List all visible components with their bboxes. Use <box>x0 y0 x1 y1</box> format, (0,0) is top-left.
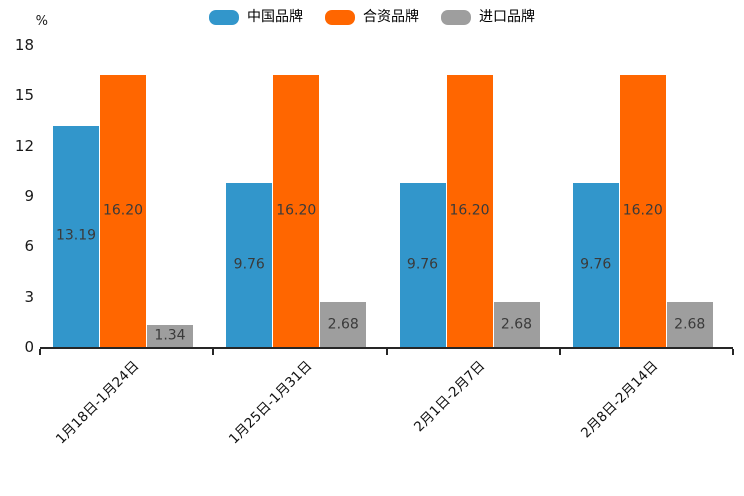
bar-中国品牌-1月25日-1月31日: 9.76 <box>226 183 273 347</box>
bar-value-label: 2.68 <box>674 316 706 333</box>
x-category-label: 1月25日-1月31日 <box>225 358 316 448</box>
y-axis-unit-label: % <box>35 14 48 29</box>
y-tick-label: 0 <box>24 338 34 356</box>
bar-value-label: 9.76 <box>233 256 265 273</box>
bar-进口品牌-2月8日-2月14日: 2.68 <box>666 302 713 347</box>
legend-item-china-brand: 中国品牌 <box>209 9 303 25</box>
bar-value-label: 16.20 <box>102 202 144 219</box>
y-tick-label: 6 <box>24 237 34 256</box>
legend-item-joint-venture-brand: 合资品牌 <box>325 9 419 25</box>
bar-合资品牌-1月25日-1月31日: 16.20 <box>273 75 320 347</box>
bar-进口品牌-1月25日-1月31日: 2.68 <box>320 302 367 347</box>
legend-label: 中国品牌 <box>247 9 303 25</box>
bar-value-label: 1.34 <box>154 327 186 344</box>
y-tick-label: 3 <box>24 287 34 306</box>
bar-value-label: 9.76 <box>580 256 612 273</box>
bar-value-label: 16.20 <box>449 202 490 219</box>
bar-中国品牌-2月8日-2月14日: 9.76 <box>572 183 619 347</box>
y-tick-label: 9 <box>24 187 34 205</box>
bar-合资品牌-1月18日-1月24日: 16.20 <box>100 75 146 347</box>
bar-合资品牌-2月1日-2月7日: 16.20 <box>446 75 493 347</box>
bar-value-label: 2.68 <box>500 316 533 333</box>
legend-label: 合资品牌 <box>363 9 419 25</box>
x-axis-tick <box>558 349 561 355</box>
bar-进口品牌-2月1日-2月7日: 2.68 <box>493 302 540 347</box>
y-tick-label: 12 <box>14 136 34 155</box>
legend-item-import-brand: 进口品牌 <box>441 9 535 25</box>
bar-value-label: 16.20 <box>276 202 317 219</box>
bar-value-label: 9.76 <box>406 256 439 273</box>
y-tick-label: 18 <box>14 36 34 54</box>
bar-中国品牌-2月1日-2月7日: 9.76 <box>399 183 446 347</box>
x-axis-tick <box>385 349 388 355</box>
legend-label: 进口品牌 <box>479 9 535 25</box>
plot-area: 13.19 9.76 9.76 9.76 16.20 16.20 16.20 16.20 1.3… <box>40 45 733 349</box>
x-axis-tick <box>39 349 41 355</box>
x-category-label: 2月1日-2月7日 <box>411 358 489 436</box>
bar-value-label: 16.20 <box>622 202 663 219</box>
bar-中国品牌-1月18日-1月24日: 13.19 <box>53 125 99 347</box>
bar-合资品牌-2月8日-2月14日: 16.20 <box>619 75 666 347</box>
x-axis-tick <box>212 349 215 355</box>
legend-swatch-joint-venture-brand <box>325 9 355 25</box>
legend-swatch-import-brand <box>441 9 471 25</box>
legend: 中国品牌 合资品牌 进口品牌 <box>0 9 744 25</box>
y-axis-tick-labels: 0 3 6 9 12 15 18 <box>0 0 34 496</box>
bar-进口品牌-1月18日-1月24日: 1.34 <box>147 324 193 347</box>
bar-value-label: 2.68 <box>327 316 359 333</box>
y-tick-label: 15 <box>14 86 34 105</box>
bar-value-label: 13.19 <box>55 227 97 244</box>
x-category-label: 2月8日-2月14日 <box>578 358 662 442</box>
legend-swatch-china-brand <box>209 9 239 25</box>
x-axis-tick <box>732 349 734 355</box>
